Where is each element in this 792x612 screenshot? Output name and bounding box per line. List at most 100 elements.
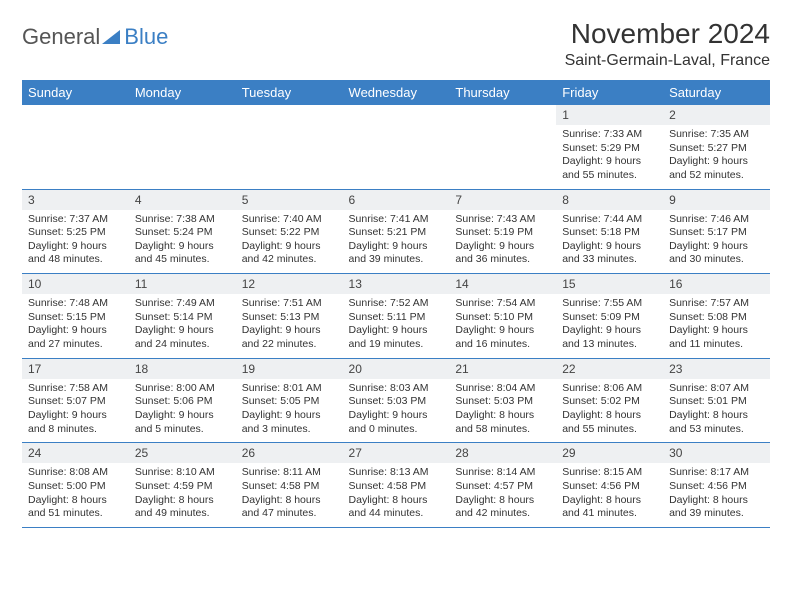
daylight-text: Daylight: 8 hours and 55 minutes. bbox=[562, 409, 657, 436]
day-details: Sunrise: 7:41 AMSunset: 5:21 PMDaylight:… bbox=[343, 210, 450, 274]
day-number: 25 bbox=[129, 443, 236, 463]
weekday-header: Wednesday bbox=[343, 80, 450, 105]
sunset-text: Sunset: 4:56 PM bbox=[669, 480, 764, 494]
calendar-day-cell: 19Sunrise: 8:01 AMSunset: 5:05 PMDayligh… bbox=[236, 358, 343, 443]
day-number: 12 bbox=[236, 274, 343, 294]
day-details: Sunrise: 8:11 AMSunset: 4:58 PMDaylight:… bbox=[236, 463, 343, 527]
sunset-text: Sunset: 5:13 PM bbox=[242, 311, 337, 325]
calendar-day-cell: 7Sunrise: 7:43 AMSunset: 5:19 PMDaylight… bbox=[449, 189, 556, 274]
daylight-text: Daylight: 9 hours and 48 minutes. bbox=[28, 240, 123, 267]
day-details: Sunrise: 8:10 AMSunset: 4:59 PMDaylight:… bbox=[129, 463, 236, 527]
calendar-day-cell: 2Sunrise: 7:35 AMSunset: 5:27 PMDaylight… bbox=[663, 105, 770, 189]
logo: General Blue bbox=[22, 24, 168, 50]
calendar-week-row: 3Sunrise: 7:37 AMSunset: 5:25 PMDaylight… bbox=[22, 189, 770, 274]
daylight-text: Daylight: 9 hours and 33 minutes. bbox=[562, 240, 657, 267]
day-details: Sunrise: 7:35 AMSunset: 5:27 PMDaylight:… bbox=[663, 125, 770, 189]
sunset-text: Sunset: 5:19 PM bbox=[455, 226, 550, 240]
sunset-text: Sunset: 4:58 PM bbox=[242, 480, 337, 494]
calendar-day-cell: 28Sunrise: 8:14 AMSunset: 4:57 PMDayligh… bbox=[449, 443, 556, 528]
title-block: November 2024 Saint-Germain-Laval, Franc… bbox=[565, 18, 770, 70]
sunrise-text: Sunrise: 8:04 AM bbox=[455, 382, 550, 396]
daylight-text: Daylight: 8 hours and 42 minutes. bbox=[455, 494, 550, 521]
sunrise-text: Sunrise: 7:58 AM bbox=[28, 382, 123, 396]
day-details: Sunrise: 8:06 AMSunset: 5:02 PMDaylight:… bbox=[556, 379, 663, 443]
daylight-text: Daylight: 9 hours and 8 minutes. bbox=[28, 409, 123, 436]
sunrise-text: Sunrise: 7:51 AM bbox=[242, 297, 337, 311]
day-details: Sunrise: 7:54 AMSunset: 5:10 PMDaylight:… bbox=[449, 294, 556, 358]
day-details: Sunrise: 7:38 AMSunset: 5:24 PMDaylight:… bbox=[129, 210, 236, 274]
day-details: Sunrise: 7:49 AMSunset: 5:14 PMDaylight:… bbox=[129, 294, 236, 358]
sunset-text: Sunset: 5:06 PM bbox=[135, 395, 230, 409]
day-details: Sunrise: 8:03 AMSunset: 5:03 PMDaylight:… bbox=[343, 379, 450, 443]
calendar-day-cell: 8Sunrise: 7:44 AMSunset: 5:18 PMDaylight… bbox=[556, 189, 663, 274]
day-number: 30 bbox=[663, 443, 770, 463]
sunrise-text: Sunrise: 7:33 AM bbox=[562, 128, 657, 142]
calendar-day-cell: 9Sunrise: 7:46 AMSunset: 5:17 PMDaylight… bbox=[663, 189, 770, 274]
day-number: 19 bbox=[236, 359, 343, 379]
day-number: 11 bbox=[129, 274, 236, 294]
day-details: Sunrise: 7:55 AMSunset: 5:09 PMDaylight:… bbox=[556, 294, 663, 358]
sunrise-text: Sunrise: 8:01 AM bbox=[242, 382, 337, 396]
day-number: 23 bbox=[663, 359, 770, 379]
calendar-day-cell: 20Sunrise: 8:03 AMSunset: 5:03 PMDayligh… bbox=[343, 358, 450, 443]
daylight-text: Daylight: 8 hours and 51 minutes. bbox=[28, 494, 123, 521]
daylight-text: Daylight: 9 hours and 3 minutes. bbox=[242, 409, 337, 436]
daylight-text: Daylight: 9 hours and 5 minutes. bbox=[135, 409, 230, 436]
sunrise-text: Sunrise: 7:54 AM bbox=[455, 297, 550, 311]
daylight-text: Daylight: 8 hours and 49 minutes. bbox=[135, 494, 230, 521]
calendar-day-cell: 17Sunrise: 7:58 AMSunset: 5:07 PMDayligh… bbox=[22, 358, 129, 443]
calendar-day-cell: 15Sunrise: 7:55 AMSunset: 5:09 PMDayligh… bbox=[556, 274, 663, 359]
sunrise-text: Sunrise: 8:06 AM bbox=[562, 382, 657, 396]
day-number: 21 bbox=[449, 359, 556, 379]
day-number: 28 bbox=[449, 443, 556, 463]
day-details bbox=[449, 111, 556, 169]
sunset-text: Sunset: 5:18 PM bbox=[562, 226, 657, 240]
day-number: 22 bbox=[556, 359, 663, 379]
day-details: Sunrise: 7:58 AMSunset: 5:07 PMDaylight:… bbox=[22, 379, 129, 443]
daylight-text: Daylight: 8 hours and 41 minutes. bbox=[562, 494, 657, 521]
sunset-text: Sunset: 4:56 PM bbox=[562, 480, 657, 494]
day-details: Sunrise: 8:01 AMSunset: 5:05 PMDaylight:… bbox=[236, 379, 343, 443]
daylight-text: Daylight: 9 hours and 42 minutes. bbox=[242, 240, 337, 267]
day-number: 18 bbox=[129, 359, 236, 379]
day-number: 14 bbox=[449, 274, 556, 294]
daylight-text: Daylight: 9 hours and 39 minutes. bbox=[349, 240, 444, 267]
sunrise-text: Sunrise: 7:44 AM bbox=[562, 213, 657, 227]
calendar-day-cell: 5Sunrise: 7:40 AMSunset: 5:22 PMDaylight… bbox=[236, 189, 343, 274]
day-details: Sunrise: 7:33 AMSunset: 5:29 PMDaylight:… bbox=[556, 125, 663, 189]
sunset-text: Sunset: 5:09 PM bbox=[562, 311, 657, 325]
daylight-text: Daylight: 8 hours and 53 minutes. bbox=[669, 409, 764, 436]
calendar-day-cell: 16Sunrise: 7:57 AMSunset: 5:08 PMDayligh… bbox=[663, 274, 770, 359]
day-details: Sunrise: 7:46 AMSunset: 5:17 PMDaylight:… bbox=[663, 210, 770, 274]
daylight-text: Daylight: 9 hours and 30 minutes. bbox=[669, 240, 764, 267]
sunrise-text: Sunrise: 7:41 AM bbox=[349, 213, 444, 227]
daylight-text: Daylight: 9 hours and 55 minutes. bbox=[562, 155, 657, 182]
day-number: 24 bbox=[22, 443, 129, 463]
calendar-week-row: 1Sunrise: 7:33 AMSunset: 5:29 PMDaylight… bbox=[22, 105, 770, 189]
calendar-day-cell: 12Sunrise: 7:51 AMSunset: 5:13 PMDayligh… bbox=[236, 274, 343, 359]
sunset-text: Sunset: 5:21 PM bbox=[349, 226, 444, 240]
sunset-text: Sunset: 5:17 PM bbox=[669, 226, 764, 240]
sunrise-text: Sunrise: 7:55 AM bbox=[562, 297, 657, 311]
sunrise-text: Sunrise: 7:38 AM bbox=[135, 213, 230, 227]
logo-text-2: Blue bbox=[124, 27, 168, 47]
day-details: Sunrise: 7:40 AMSunset: 5:22 PMDaylight:… bbox=[236, 210, 343, 274]
calendar-day-cell: 30Sunrise: 8:17 AMSunset: 4:56 PMDayligh… bbox=[663, 443, 770, 528]
calendar-day-cell: 24Sunrise: 8:08 AMSunset: 5:00 PMDayligh… bbox=[22, 443, 129, 528]
daylight-text: Daylight: 9 hours and 27 minutes. bbox=[28, 324, 123, 351]
sunset-text: Sunset: 5:08 PM bbox=[669, 311, 764, 325]
sunset-text: Sunset: 5:27 PM bbox=[669, 142, 764, 156]
sunset-text: Sunset: 4:59 PM bbox=[135, 480, 230, 494]
weekday-header: Tuesday bbox=[236, 80, 343, 105]
weekday-header: Saturday bbox=[663, 80, 770, 105]
sunrise-text: Sunrise: 7:40 AM bbox=[242, 213, 337, 227]
page-title: November 2024 bbox=[565, 18, 770, 50]
daylight-text: Daylight: 8 hours and 47 minutes. bbox=[242, 494, 337, 521]
sunrise-text: Sunrise: 8:00 AM bbox=[135, 382, 230, 396]
day-details bbox=[129, 111, 236, 169]
day-details: Sunrise: 8:04 AMSunset: 5:03 PMDaylight:… bbox=[449, 379, 556, 443]
day-details: Sunrise: 7:44 AMSunset: 5:18 PMDaylight:… bbox=[556, 210, 663, 274]
day-details bbox=[343, 111, 450, 169]
sunrise-text: Sunrise: 8:15 AM bbox=[562, 466, 657, 480]
sunset-text: Sunset: 5:24 PM bbox=[135, 226, 230, 240]
